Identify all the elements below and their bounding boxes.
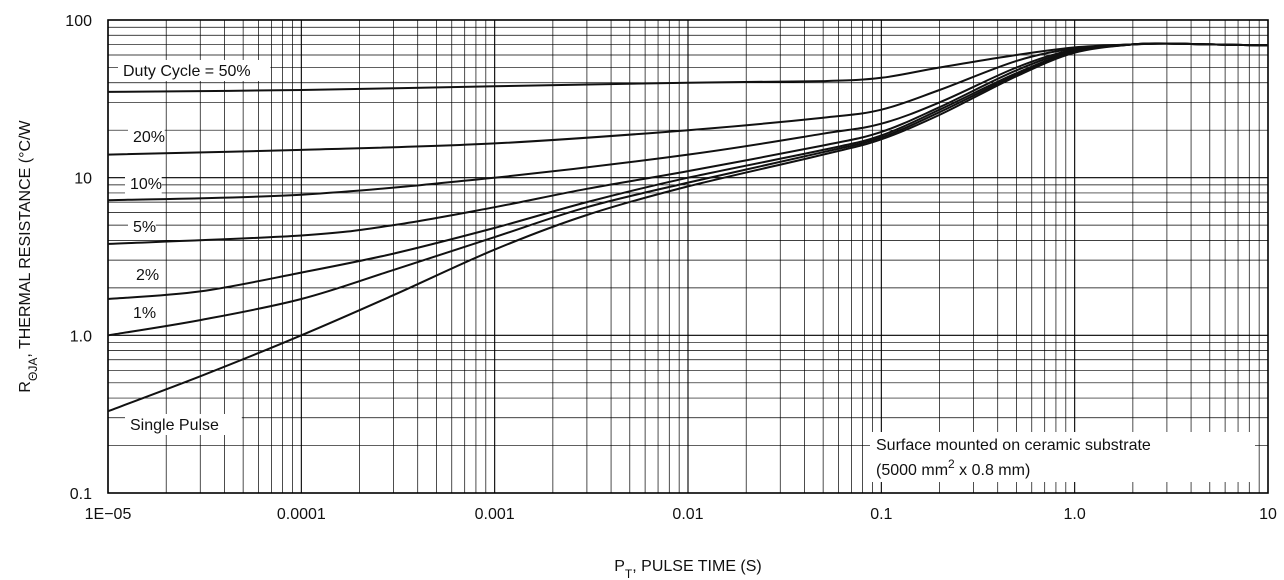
y-tick-label: 100 — [65, 13, 92, 30]
annotation-superscript: 2 — [948, 457, 955, 471]
annotation-line-2-pre: (5000 mm — [876, 462, 948, 479]
series-label-background — [125, 414, 242, 435]
series-label-background — [128, 216, 156, 237]
x-axis-title-sub: T — [625, 567, 633, 580]
x-tick-label: 10 — [1259, 506, 1277, 523]
series-label-background — [128, 302, 156, 323]
x-axis-title: PT, PULSE TIME (S) — [614, 558, 762, 580]
y-tick-label: 1.0 — [70, 328, 92, 345]
series-label-background — [125, 173, 162, 194]
series-label: Duty Cycle = 50% — [123, 63, 251, 80]
x-tick-label: 0.01 — [672, 506, 703, 523]
series-label: 2% — [136, 267, 159, 284]
annotation-line-1: Surface mounted on ceramic substrate — [876, 437, 1151, 454]
series-label: 5% — [133, 219, 156, 236]
series-label-background — [131, 264, 159, 285]
series-label: 10% — [130, 176, 162, 193]
x-axis-title-main: P — [614, 558, 625, 575]
y-axis-title-rest: , THERMAL RESISTANCE (°C/W — [17, 120, 34, 358]
annotation-background — [870, 432, 1255, 482]
x-tick-label: 0.0001 — [277, 506, 326, 523]
x-tick-label: 0.001 — [475, 506, 515, 523]
series-line — [107, 42, 1269, 413]
y-tick-label: 10 — [74, 171, 92, 188]
series-label-background — [128, 126, 165, 147]
y-axis-title-sub: ΘJA — [26, 358, 40, 381]
y-tick-label: 0.1 — [70, 486, 92, 503]
x-tick-label: 0.1 — [870, 506, 892, 523]
annotation-line-2: (5000 mm2 x 0.8 mm) — [876, 457, 1030, 479]
series-label: 20% — [133, 129, 165, 146]
y-tick-labels: 0.1 1.0 10 100 — [65, 13, 92, 503]
annotation-line-2-post: x 0.8 mm) — [955, 462, 1031, 479]
series-label: Single Pulse — [130, 417, 219, 434]
x-tick-label: 1.0 — [1064, 506, 1086, 523]
series-labels: Duty Cycle = 50% 20% 10% 5% 2% 1% Single Pulse — [118, 60, 271, 435]
y-axis-title-main: R — [17, 381, 34, 393]
y-axis-title: RΘJA, THERMAL RESISTANCE (°C/W — [17, 120, 40, 393]
plot-frame — [107, 19, 1269, 494]
x-tick-labels: 1E−05 0.0001 0.001 0.01 0.1 1.0 10 — [85, 506, 1277, 523]
series-lines — [107, 42, 1269, 413]
x-axis-title-rest: , PULSE TIME (S) — [632, 558, 762, 575]
series-label: 1% — [133, 305, 156, 322]
x-tick-label: 1E−05 — [85, 506, 132, 523]
series-label-background — [118, 60, 271, 81]
